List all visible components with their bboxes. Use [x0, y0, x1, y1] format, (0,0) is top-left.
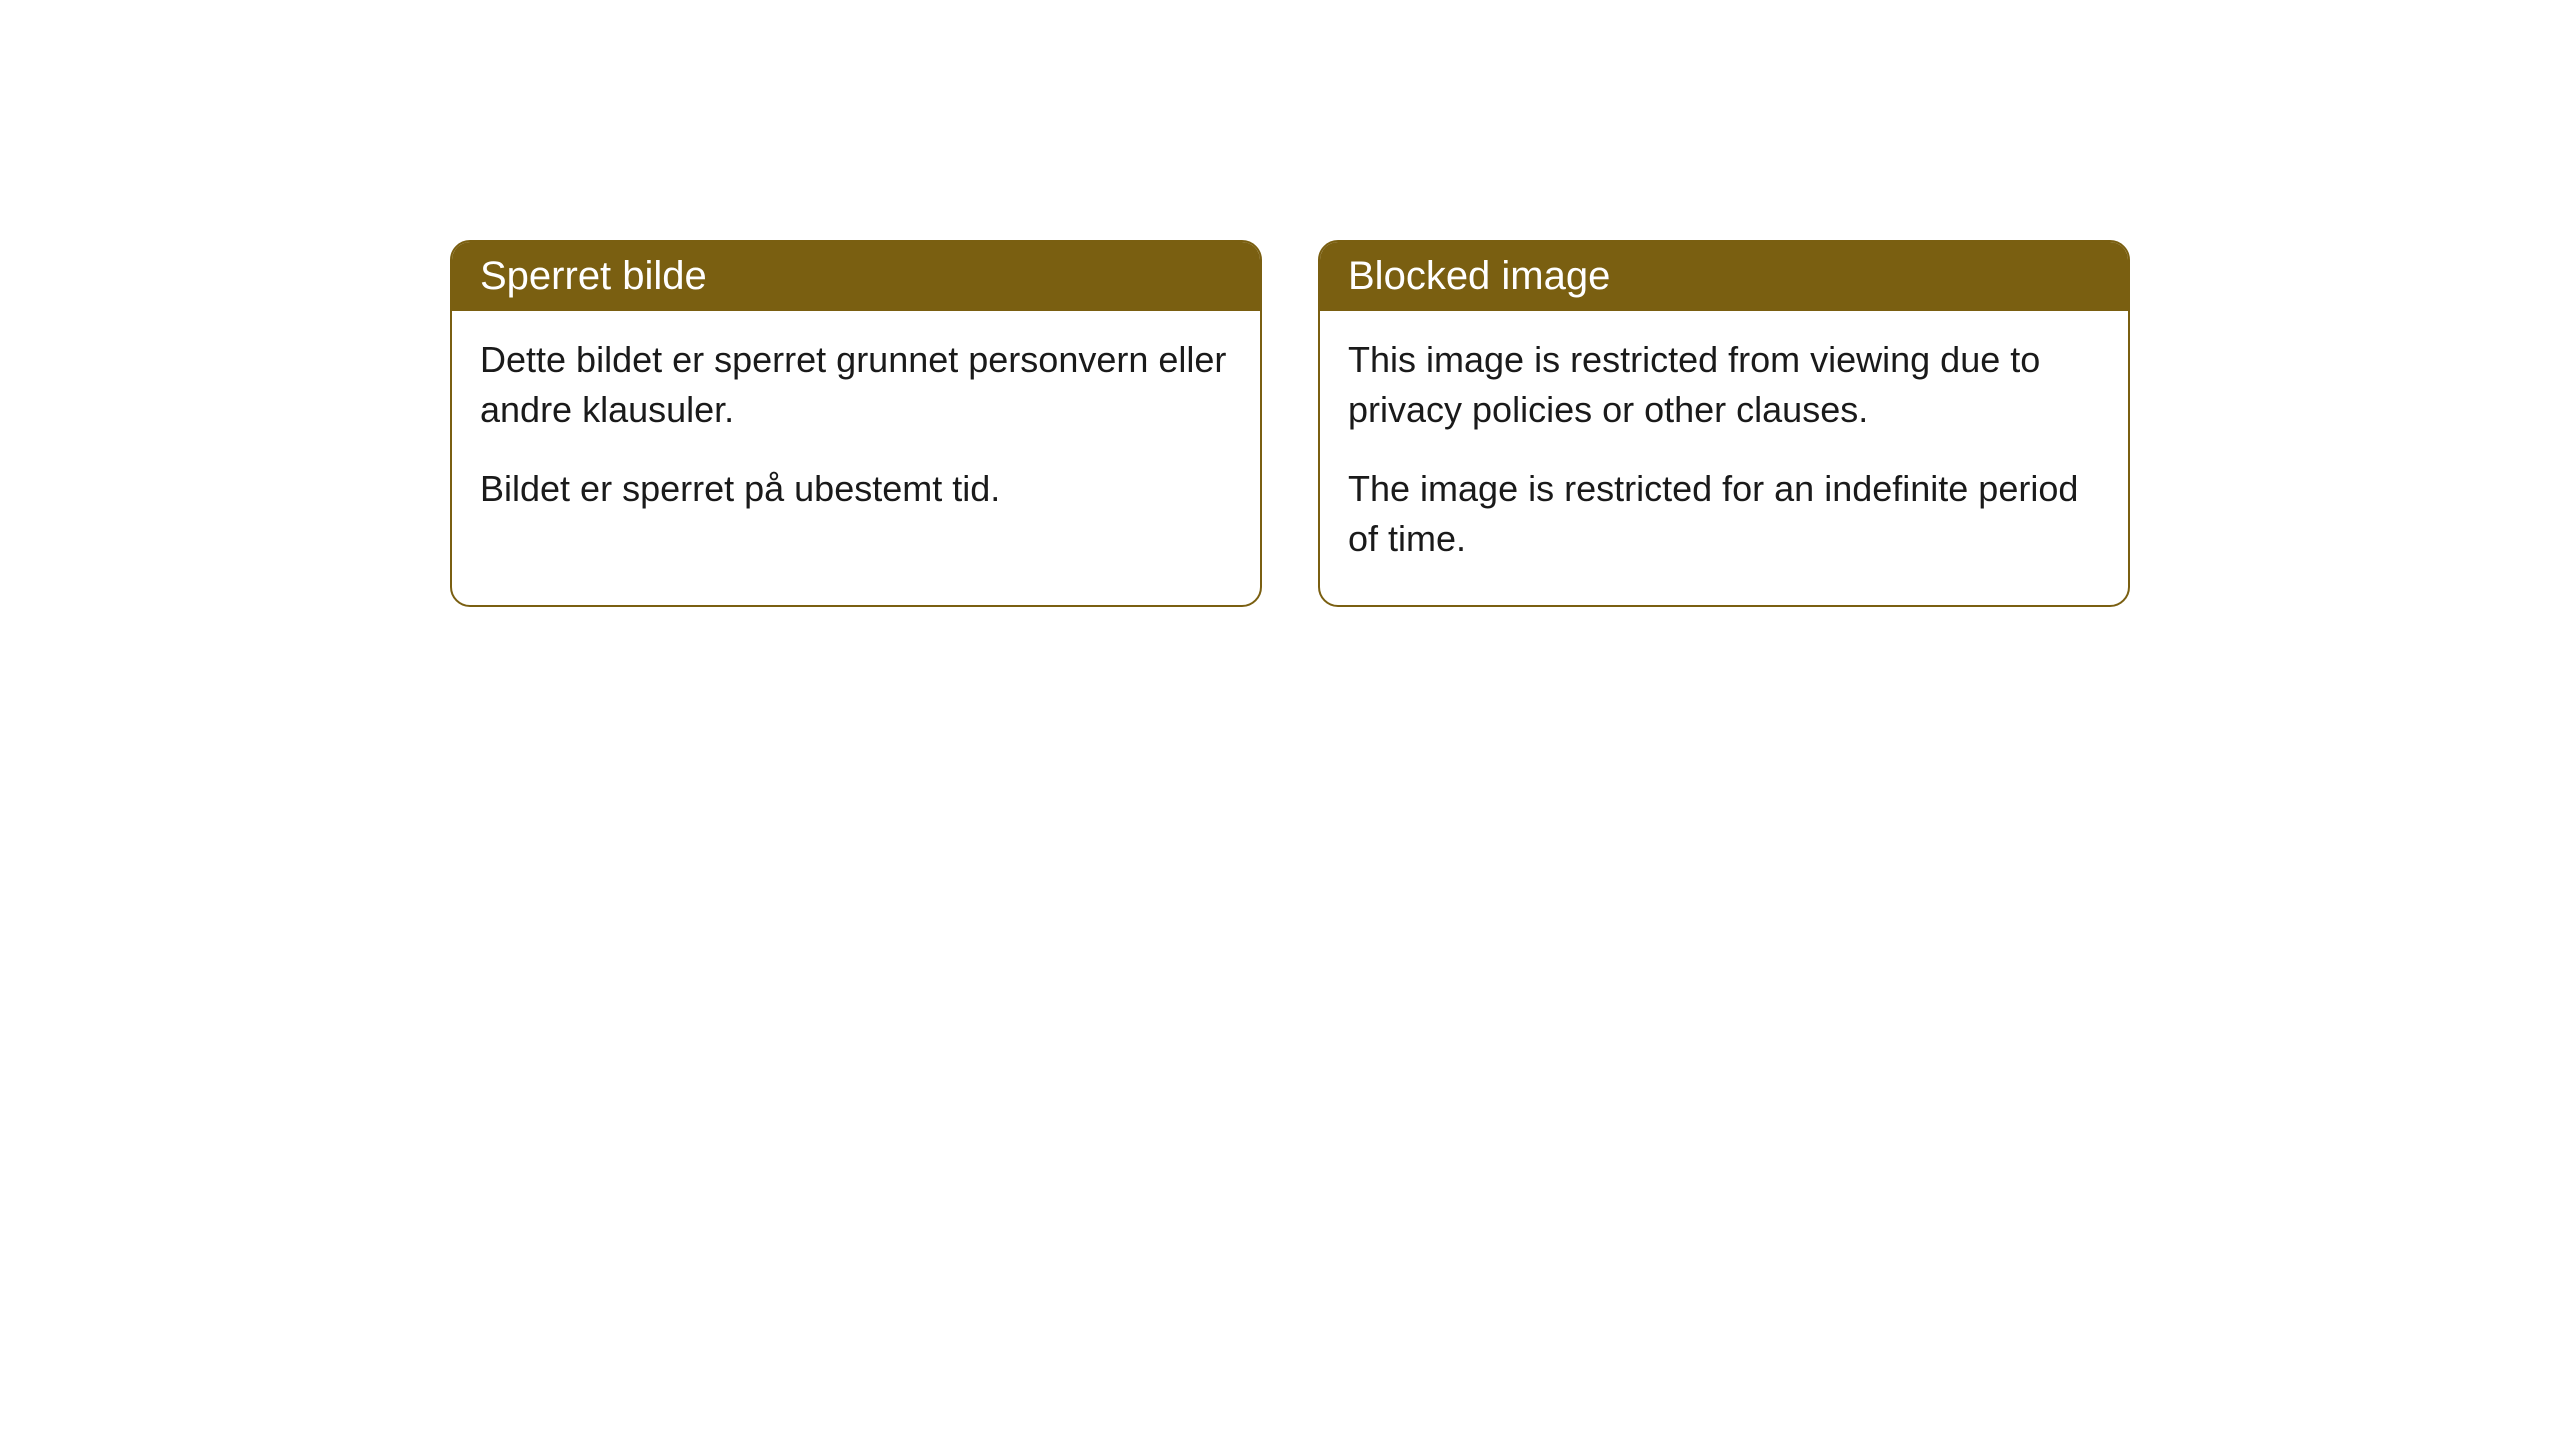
card-body-en: This image is restricted from viewing du… [1320, 311, 2128, 605]
card-paragraph-no-2: Bildet er sperret på ubestemt tid. [480, 464, 1232, 514]
card-header-no: Sperret bilde [452, 242, 1260, 311]
card-paragraph-en-2: The image is restricted for an indefinit… [1348, 464, 2100, 565]
blocked-image-card-en: Blocked image This image is restricted f… [1318, 240, 2130, 607]
card-body-no: Dette bildet er sperret grunnet personve… [452, 311, 1260, 554]
notice-cards-container: Sperret bilde Dette bildet er sperret gr… [450, 240, 2130, 607]
card-header-en: Blocked image [1320, 242, 2128, 311]
card-paragraph-no-1: Dette bildet er sperret grunnet personve… [480, 335, 1232, 436]
blocked-image-card-no: Sperret bilde Dette bildet er sperret gr… [450, 240, 1262, 607]
card-paragraph-en-1: This image is restricted from viewing du… [1348, 335, 2100, 436]
